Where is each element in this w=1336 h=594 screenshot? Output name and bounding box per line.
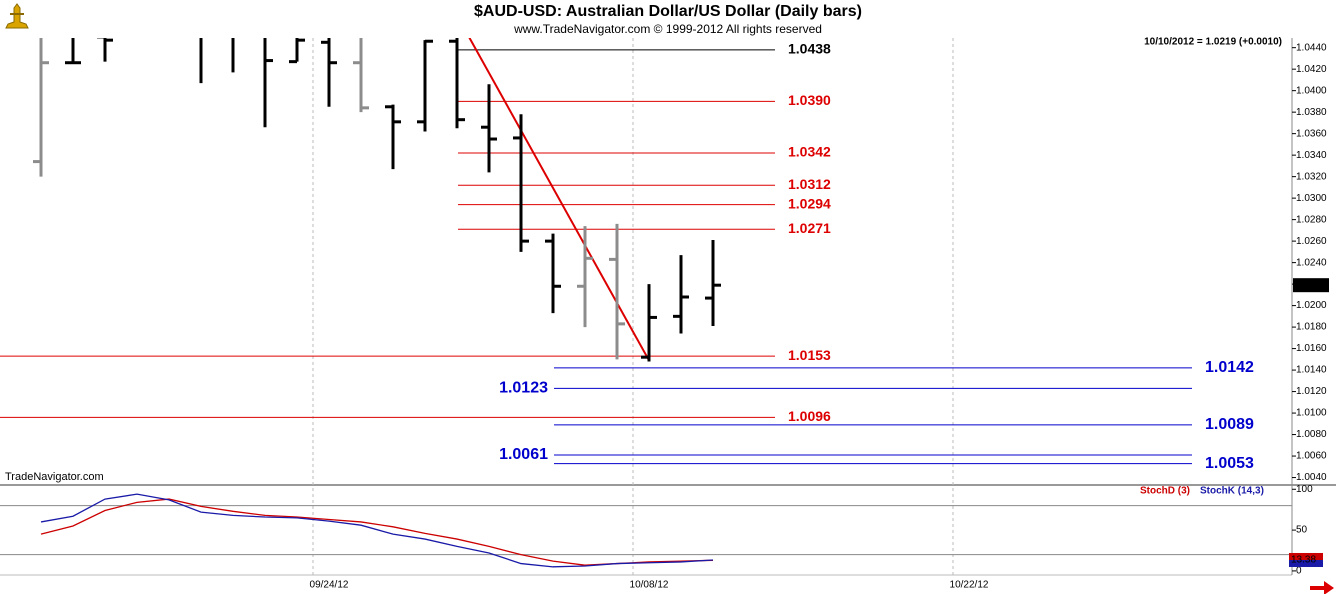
stoch-pane bbox=[0, 493, 1292, 568]
level-label: 1.0061 bbox=[499, 446, 548, 463]
level-label: 1.0096 bbox=[788, 408, 831, 424]
chart-title: $AUD-USD: Australian Dollar/US Dollar (D… bbox=[474, 3, 862, 20]
last-price-box bbox=[1293, 278, 1329, 293]
y-tick-label: 1.0180 bbox=[1296, 322, 1327, 333]
level-label: 1.0294 bbox=[788, 195, 831, 211]
x-tick-label: 10/22/12 bbox=[950, 580, 989, 591]
price-pane bbox=[0, 38, 1192, 465]
level-label: 1.0312 bbox=[788, 176, 831, 192]
level-label: 1.0342 bbox=[788, 144, 831, 160]
y-tick-label: 1.0080 bbox=[1296, 429, 1327, 440]
y-tick-label: 50 bbox=[1296, 525, 1308, 536]
status: 10/10/2012 = 1.0219 (+0.0010) bbox=[1144, 37, 1282, 48]
y-tick-label: 1.0360 bbox=[1296, 128, 1327, 139]
y-tick-label: 1.0420 bbox=[1296, 64, 1327, 75]
level-label: 1.0123 bbox=[499, 380, 548, 397]
x-tick-label: 09/24/12 bbox=[310, 580, 349, 591]
stoch-line bbox=[40, 493, 714, 568]
x-tick-label: 10/08/12 bbox=[630, 580, 669, 591]
stoch-last-label: 13.38 bbox=[1291, 555, 1316, 566]
axes: 09/24/12 10/08/12 10/22/12 1.0040 1.0060 1.00… bbox=[310, 41, 1329, 591]
y-tick-label: 1.0440 bbox=[1296, 42, 1327, 53]
watermark: TradeNavigator.com bbox=[5, 471, 104, 483]
stoch-box bbox=[1289, 552, 1323, 560]
legend-entry: StochK (14,3) bbox=[1200, 486, 1264, 497]
y-tick-label: 100 bbox=[1296, 484, 1313, 495]
y-tick-label: 1.0060 bbox=[1296, 451, 1327, 462]
y-tick-label: 1.0280 bbox=[1296, 214, 1327, 225]
y-tick-label: 1.0240 bbox=[1296, 257, 1327, 268]
level-label: 1.0153 bbox=[788, 347, 831, 363]
y-tick-label: 1.0260 bbox=[1296, 236, 1327, 247]
stoch-box bbox=[1289, 559, 1323, 567]
level-label: 1.0390 bbox=[788, 92, 831, 108]
y-tick-label: 1.0340 bbox=[1296, 150, 1327, 161]
y-tick-label: 1.0140 bbox=[1296, 365, 1327, 376]
level-label: 1.0053 bbox=[1205, 455, 1254, 472]
y-tick-label: 0 bbox=[1296, 566, 1302, 577]
level-label: 1.0142 bbox=[1205, 359, 1254, 376]
y-tick-label: 1.0320 bbox=[1296, 171, 1327, 182]
logo bbox=[5, 3, 29, 29]
y-tick-label: 1.0380 bbox=[1296, 107, 1327, 118]
level-label: 1.0271 bbox=[788, 220, 831, 236]
scroll-arrow[interactable] bbox=[1310, 581, 1334, 594]
y-tick-label: 1.0040 bbox=[1296, 472, 1327, 483]
y-tick-label: 1.0400 bbox=[1296, 85, 1327, 96]
level-label: 1.0438 bbox=[788, 41, 831, 57]
y-tick-label: 1.0120 bbox=[1296, 386, 1327, 397]
y-tick-label: 1.0200 bbox=[1296, 300, 1327, 311]
y-tick-label: 1.0160 bbox=[1296, 343, 1327, 354]
y-tick-label: 1.0100 bbox=[1296, 408, 1327, 419]
last-price-label: 1.0219 bbox=[1295, 280, 1326, 291]
level-label: 1.0089 bbox=[1205, 416, 1254, 433]
chart-subtitle: www.TradeNavigator.com © 1999-2012 All r… bbox=[513, 22, 822, 36]
legend-entry: StochD (3) bbox=[1140, 486, 1190, 497]
y-tick-label: 1.0300 bbox=[1296, 193, 1327, 204]
